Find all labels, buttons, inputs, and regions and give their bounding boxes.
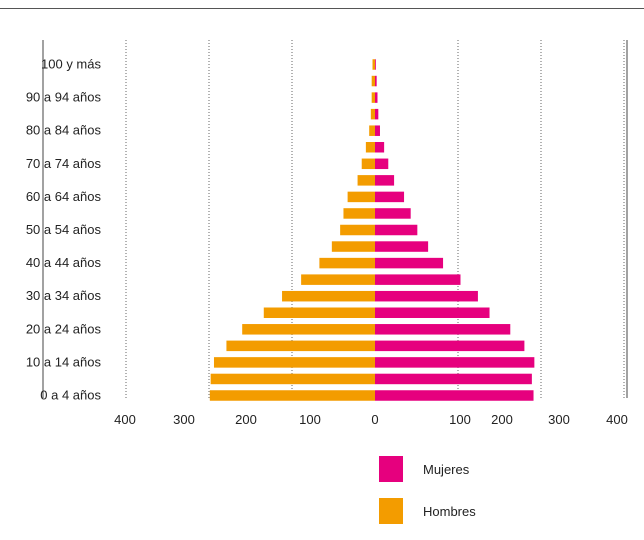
bar-mujeres-14 [375, 291, 478, 302]
bar-hombres-20 [210, 390, 375, 401]
bar-hombres-12 [319, 258, 375, 269]
x-tick-label: 300 [173, 412, 195, 427]
x-tick-label: 200 [491, 412, 513, 427]
y-tick-label: 40 a 44 años [26, 255, 102, 270]
x-tick-labels: 400 300 200 100 0 100 200 300 400 [114, 412, 628, 427]
bar-mujeres-11 [375, 241, 428, 252]
legend-label-hombres: Hombres [423, 504, 476, 519]
x-tick-label: 100 [449, 412, 471, 427]
legend-item-mujeres: Mujeres [379, 456, 476, 482]
bar-mujeres-7 [375, 175, 394, 186]
bar-hombres-2 [372, 92, 375, 103]
bar-mujeres-8 [375, 192, 404, 203]
bar-hombres-13 [301, 274, 375, 285]
bar-mujeres-19 [375, 374, 532, 385]
y-tick-label: 100 y más [41, 57, 101, 72]
y-tick-label: 60 a 64 años [26, 189, 102, 204]
bar-mujeres-10 [375, 225, 417, 236]
bar-mujeres-3 [375, 109, 378, 120]
bar-mujeres-1 [375, 76, 377, 87]
x-tick-label: 0 [371, 412, 378, 427]
y-tick-label: 30 a 34 años [26, 288, 102, 303]
y-tick-label: 50 a 54 años [26, 222, 102, 237]
x-tick-label: 400 [606, 412, 628, 427]
bar-mujeres-16 [375, 324, 510, 335]
y-tick-label: 10 a 14 años [26, 354, 102, 369]
y-tick-label: 70 a 74 años [26, 156, 102, 171]
bar-mujeres-13 [375, 274, 460, 285]
bar-hombres-9 [343, 208, 375, 219]
bar-mujeres-18 [375, 357, 534, 368]
bar-hombres-16 [242, 324, 375, 335]
y-tick-label: 20 a 24 años [26, 321, 102, 336]
legend-swatch-mujeres [379, 456, 403, 482]
x-tick-label: 200 [235, 412, 257, 427]
bar-hombres-8 [348, 192, 375, 203]
x-tick-label: 400 [114, 412, 136, 427]
bar-mujeres-12 [375, 258, 443, 269]
bar-hombres-18 [214, 357, 375, 368]
legend-label-mujeres: Mujeres [423, 462, 469, 477]
bar-hombres-6 [362, 159, 375, 170]
bars [210, 59, 535, 401]
x-tick-label: 300 [548, 412, 570, 427]
bar-mujeres-4 [375, 125, 380, 136]
bar-hombres-14 [282, 291, 375, 302]
legend-swatch-hombres [379, 498, 403, 524]
population-pyramid-chart: 100 y más 90 a 94 años 80 a 84 años 70 a 74… [0, 0, 644, 440]
x-tick-label: 100 [299, 412, 321, 427]
bar-hombres-15 [264, 308, 375, 319]
y-tick-labels: 100 y más 90 a 94 años 80 a 84 años 70 a 74… [26, 57, 102, 403]
bar-mujeres-6 [375, 159, 388, 170]
bar-hombres-11 [332, 241, 375, 252]
bar-hombres-1 [372, 76, 375, 87]
bar-hombres-3 [371, 109, 375, 120]
legend-item-hombres: Hombres [379, 498, 476, 524]
bar-mujeres-0 [375, 59, 376, 70]
bar-hombres-0 [373, 59, 375, 70]
y-tick-label: 0 a 4 años [40, 388, 101, 403]
bar-hombres-10 [340, 225, 375, 236]
y-tick-label: 80 a 84 años [26, 123, 102, 138]
bar-hombres-4 [369, 125, 375, 136]
bar-hombres-17 [226, 341, 375, 352]
bar-mujeres-17 [375, 341, 524, 352]
bar-hombres-5 [366, 142, 375, 153]
bar-hombres-7 [358, 175, 375, 186]
legend: Mujeres Hombres [379, 456, 476, 540]
bar-mujeres-20 [375, 390, 534, 401]
bar-mujeres-15 [375, 308, 490, 319]
bar-mujeres-2 [375, 92, 377, 103]
bar-hombres-19 [211, 374, 375, 385]
y-tick-label: 90 a 94 años [26, 90, 102, 105]
bar-mujeres-5 [375, 142, 384, 153]
bar-mujeres-9 [375, 208, 411, 219]
